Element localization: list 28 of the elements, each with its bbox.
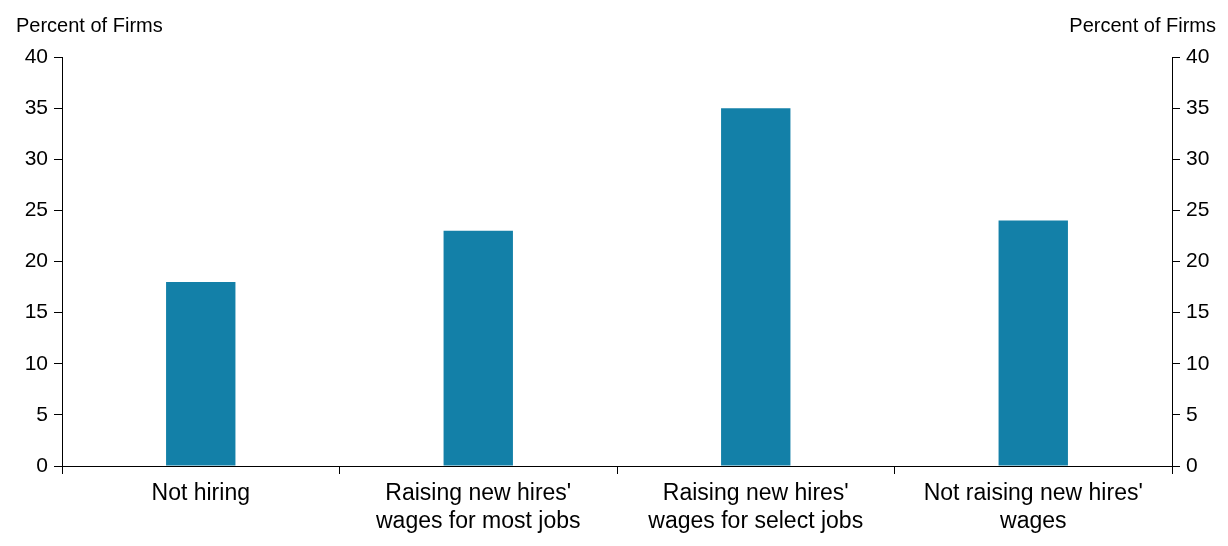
y-tick-label: 30 bbox=[24, 146, 48, 170]
y2-tick-label: 15 bbox=[1186, 299, 1210, 323]
y-tick-label: 10 bbox=[24, 350, 48, 374]
y2-tick-label: 30 bbox=[1186, 146, 1210, 170]
y-axis-title: Percent of Firms bbox=[16, 14, 163, 36]
bar bbox=[721, 108, 791, 466]
y2-tick-label: 5 bbox=[1186, 401, 1198, 425]
x-tick-label: Not hiring bbox=[151, 479, 250, 506]
y2-tick-label: 25 bbox=[1186, 197, 1210, 221]
y-tick-label: 0 bbox=[36, 452, 48, 476]
bar bbox=[443, 230, 513, 466]
bar bbox=[998, 220, 1068, 466]
y2-tick-label: 35 bbox=[1186, 94, 1210, 118]
x-tick-label: Raising new hires' wages for most jobs bbox=[374, 479, 581, 533]
y2-axis-title: Percent of Firms bbox=[1069, 14, 1216, 36]
y-tick-label: 20 bbox=[24, 248, 48, 272]
y-tick-label: 25 bbox=[24, 197, 48, 221]
y2-tick-label: 0 bbox=[1186, 452, 1198, 476]
x-tick-label: Not raising new hires' wages bbox=[923, 479, 1143, 533]
y-tick-label: 15 bbox=[24, 299, 48, 323]
y2-tick-label: 10 bbox=[1186, 350, 1210, 374]
y-tick-label: 35 bbox=[24, 94, 48, 118]
y-tick-label: 40 bbox=[24, 43, 48, 67]
bar bbox=[166, 281, 236, 466]
y2-tick-label: 20 bbox=[1186, 248, 1210, 272]
y-tick-label: 5 bbox=[36, 401, 48, 425]
x-tick-label: Raising new hires' wages for select jobs bbox=[647, 479, 864, 533]
y2-tick-label: 40 bbox=[1186, 43, 1210, 67]
